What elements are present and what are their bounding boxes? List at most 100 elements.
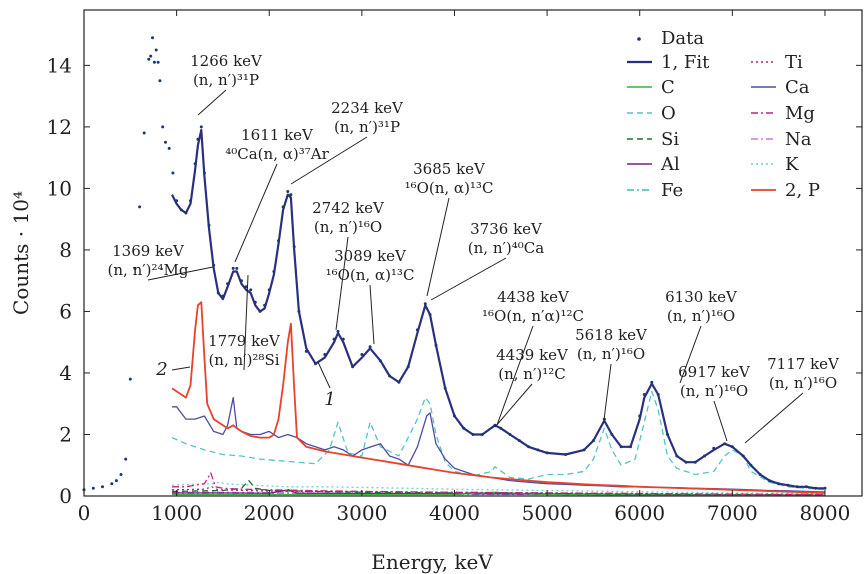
data-point — [263, 303, 267, 307]
legend-item-c: C — [627, 77, 675, 98]
data-point — [110, 482, 114, 486]
data-point — [226, 282, 230, 286]
annotation-text: (n, n′)²⁸Si — [208, 351, 279, 369]
data-point — [378, 359, 382, 363]
annotation-text: 7117 keV — [767, 355, 840, 373]
legend-item-si: Si — [627, 129, 679, 150]
data-point — [767, 479, 771, 483]
data-point — [397, 380, 401, 384]
annotation-leader — [197, 89, 227, 116]
peak-annotation: 1779 keV(n, n′)²⁸Si — [208, 274, 281, 371]
annotation-text: 4439 keV — [496, 346, 569, 364]
data-point — [786, 483, 790, 487]
data-point — [536, 448, 540, 452]
data-point — [199, 125, 203, 129]
data-point — [119, 473, 123, 476]
annotation-leader — [496, 325, 534, 426]
peak-annotation: 1266 keV(n, n′)³¹P — [190, 52, 263, 116]
x-tick-label: 2000 — [244, 501, 295, 525]
data-point — [642, 393, 646, 396]
data-point — [814, 486, 818, 490]
data-point — [462, 426, 466, 430]
legend-label: Mg — [785, 103, 815, 124]
data-point — [147, 57, 151, 61]
data-point — [196, 137, 200, 141]
data-point — [471, 433, 475, 436]
legend-item-ti: Ti — [751, 52, 803, 73]
data-point — [114, 479, 118, 483]
curve-label-text: 1 — [324, 389, 335, 410]
annotation-text: 4438 keV — [497, 288, 570, 306]
annotation-leader — [335, 236, 349, 331]
data-point — [360, 353, 364, 356]
annotation-text: (n, n′)³¹P — [193, 71, 259, 89]
legend-label: Ti — [785, 52, 803, 73]
data-point — [453, 414, 456, 418]
data-point — [212, 263, 216, 267]
data-point — [499, 426, 503, 430]
data-point — [216, 291, 220, 295]
x-tick-label: 5000 — [522, 501, 573, 525]
data-point — [758, 473, 762, 476]
data-point — [167, 146, 171, 150]
data-point — [156, 60, 160, 64]
data-point — [656, 393, 660, 396]
annotation-text: (n, n′)¹²C — [498, 365, 565, 383]
annotation-text: 1779 keV — [208, 332, 281, 350]
data-point — [101, 485, 104, 489]
data-point — [610, 433, 614, 436]
y-tick-label: 0 — [59, 484, 72, 508]
legend-label: Si — [661, 129, 679, 150]
data-point — [388, 374, 392, 378]
x-tick-label: 4000 — [429, 501, 480, 525]
data-point — [777, 482, 781, 486]
data-point — [741, 454, 745, 458]
annotation-leader — [603, 363, 612, 421]
data-point — [749, 463, 753, 467]
data-point — [666, 433, 669, 436]
data-point — [154, 48, 158, 52]
annotation-leader — [744, 392, 804, 444]
legend-item-al: Al — [627, 154, 680, 175]
data-point — [304, 349, 308, 353]
legend-label: Na — [785, 129, 812, 150]
data-point — [292, 245, 296, 249]
annotation-leader — [713, 400, 728, 442]
annotation-leader — [679, 325, 702, 384]
legend-label: Al — [660, 154, 680, 175]
curve-label-leader — [317, 361, 331, 389]
data-point — [406, 365, 410, 369]
x-tick-label: 0 — [78, 501, 91, 525]
data-point — [231, 266, 235, 270]
annotation-text: (n, n′)¹⁶O — [667, 307, 735, 325]
peak-annotation: 4439 keV(n, n′)¹²C — [494, 346, 569, 428]
x-tick-label: 1000 — [151, 501, 202, 525]
data-point — [281, 205, 285, 209]
data-point — [272, 270, 276, 273]
annotation-text: 5618 keV — [575, 326, 648, 344]
annotation-text: 2742 keV — [312, 199, 385, 217]
data-point — [723, 442, 727, 446]
y-tick-label: 2 — [59, 422, 72, 446]
data-point — [351, 365, 355, 369]
data-point — [207, 223, 211, 227]
data-point — [253, 300, 257, 304]
data-point — [675, 454, 679, 458]
series-line-p — [171, 301, 826, 494]
tick-layer: 0 1000 2000 3000 4000 5000 6000 7000 8000 0 2 4 6 8 10… — [47, 10, 862, 525]
legend-item-na: Na — [751, 129, 812, 150]
data-point — [151, 36, 154, 40]
legend-label: O — [661, 103, 676, 124]
data-point — [323, 353, 327, 356]
curve-label-text: 2 — [155, 359, 167, 380]
annotation-text: ⁴⁰Ca(n, α)³⁷Ar — [225, 145, 329, 163]
peak-annotation: 7117 keV(n, n′)¹⁶O — [744, 355, 840, 444]
data-point — [286, 190, 290, 193]
data-point — [508, 433, 512, 436]
data-point — [368, 345, 372, 349]
data-point — [434, 343, 438, 347]
